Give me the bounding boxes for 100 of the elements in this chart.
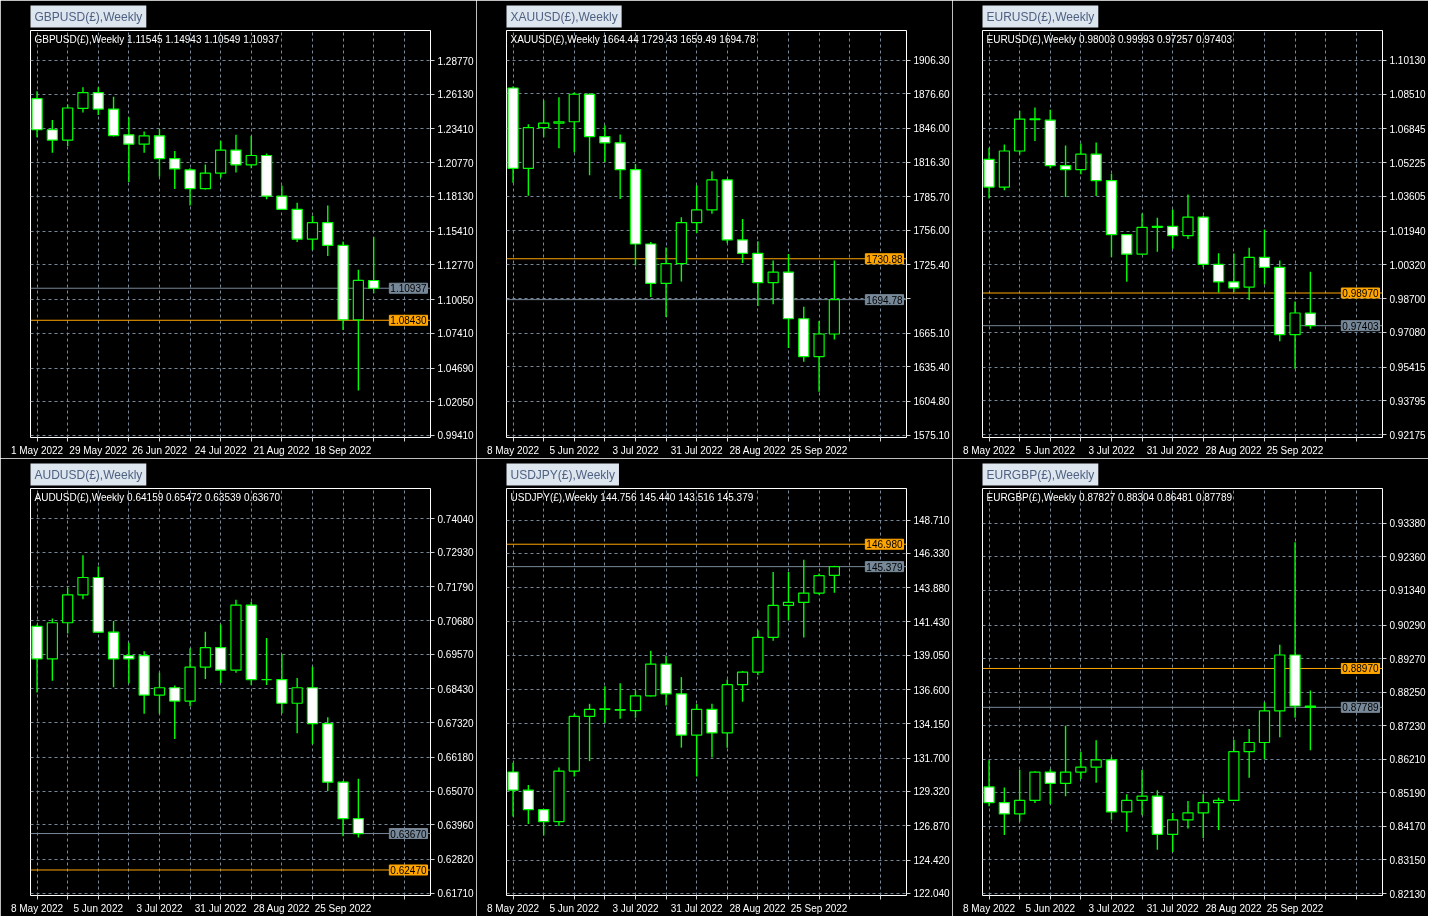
ref-line-label: 0.62470 xyxy=(390,864,427,876)
candlestick xyxy=(245,135,257,169)
candlestick xyxy=(1182,800,1194,830)
y-tick-label: 1.10130 xyxy=(1389,55,1427,67)
y-tick-label: 1.00320 xyxy=(1389,259,1427,271)
y-tick-label: 0.63960 xyxy=(437,819,475,831)
y-tick-label: 1575.10 xyxy=(913,430,951,442)
candlestick xyxy=(798,559,810,639)
candlestick xyxy=(813,572,825,596)
candlestick xyxy=(583,703,596,762)
x-tick-label: 31 Jul 2022 xyxy=(1146,444,1199,456)
y-tick-label: 1.10050 xyxy=(437,294,475,306)
y-tick-label: 1.23410 xyxy=(437,123,475,135)
candlestick xyxy=(522,784,535,825)
y-tick-label: 139.050 xyxy=(913,650,951,662)
y-tick-label: 0.66180 xyxy=(437,752,475,764)
x-tick-label: 21 Aug 2022 xyxy=(253,444,311,456)
candlestick xyxy=(1197,793,1209,839)
y-tick-label: 0.91340 xyxy=(1389,585,1427,597)
ref-line-label: 0.98970 xyxy=(1342,288,1379,300)
y-tick-label: 131.700 xyxy=(913,753,951,765)
chart-subtitle: USDJPY(£),Weekly 144.756 145.440 143.516 145.379 xyxy=(510,491,754,503)
y-tick-label: 0.86210 xyxy=(1389,754,1427,766)
x-tick-label: 25 Sep 2022 xyxy=(314,902,372,914)
y-tick-label: 0.89270 xyxy=(1389,653,1427,665)
y-tick-label: 0.85190 xyxy=(1389,787,1427,799)
candlestick xyxy=(276,653,288,714)
x-tick-label: 8 May 2022 xyxy=(486,902,540,914)
chart-subtitle: XAUUSD(£),Weekly 1664.44 1729.43 1659.49 1694.78 xyxy=(510,33,756,45)
y-tick-label: 1.02050 xyxy=(437,396,475,408)
candlestick xyxy=(1151,217,1164,253)
y-tick-label: 1.28770 xyxy=(437,55,475,67)
candlestick xyxy=(998,786,1011,836)
candlestick xyxy=(1059,725,1072,797)
candlestick xyxy=(553,96,565,150)
ref-line-label: 1.08430 xyxy=(390,315,427,327)
candlestick xyxy=(260,637,273,686)
chart-title: EURUSD(£),Weekly xyxy=(986,9,1095,24)
y-tick-label: 0.97080 xyxy=(1389,327,1427,339)
candlestick xyxy=(1258,228,1271,286)
y-tick-label: 1604.80 xyxy=(913,396,951,408)
ref-line-label: 1.10937 xyxy=(390,283,427,295)
y-tick-label: 0.99410 xyxy=(437,430,475,442)
candlestick xyxy=(1243,728,1255,779)
candlestick xyxy=(660,246,672,318)
chart-title: GBPUSD(£),Weekly xyxy=(34,9,143,24)
candlestick xyxy=(46,119,59,154)
x-tick-label: 28 Aug 2022 xyxy=(729,444,787,456)
y-tick-label: 1846.00 xyxy=(913,123,951,135)
candlestick xyxy=(230,134,242,174)
x-tick-label: 29 May 2022 xyxy=(69,444,128,456)
y-tick-label: 1.20770 xyxy=(437,157,475,169)
x-tick-label: 25 Sep 2022 xyxy=(1266,444,1324,456)
candlestick xyxy=(322,204,334,257)
y-tick-label: 1635.40 xyxy=(913,361,951,373)
x-tick-label: 5 Jun 2022 xyxy=(73,902,124,914)
candlestick xyxy=(199,163,212,191)
candlestick xyxy=(706,703,718,759)
y-tick-label: 0.93380 xyxy=(1389,518,1427,530)
x-tick-label: 24 Jul 2022 xyxy=(194,444,247,456)
y-tick-label: 1.06845 xyxy=(1389,123,1427,135)
candlestick xyxy=(1044,768,1056,806)
candlestick xyxy=(629,689,642,719)
ref-line-label: 146.980 xyxy=(866,539,903,551)
y-tick-label: 0.68430 xyxy=(437,683,475,695)
y-tick-label: 148.710 xyxy=(913,515,951,526)
x-tick-label: 3 Jul 2022 xyxy=(612,902,659,914)
candlestick xyxy=(1304,270,1317,330)
y-tick-label: 129.320 xyxy=(913,786,951,798)
y-tick-label: 1.08510 xyxy=(1389,89,1427,101)
y-tick-label: 1.05225 xyxy=(1389,157,1427,169)
candlestick xyxy=(368,236,380,294)
y-tick-label: 1725.40 xyxy=(913,259,951,271)
candlestick xyxy=(77,86,89,114)
ref-line-label: 0.88970 xyxy=(1342,663,1379,675)
x-tick-label: 26 Jun 2022 xyxy=(131,444,188,456)
candlestick xyxy=(1075,142,1087,176)
y-tick-label: 0.87230 xyxy=(1389,720,1427,732)
y-tick-label: 126.870 xyxy=(913,820,951,832)
x-tick-label: 25 Sep 2022 xyxy=(1266,902,1324,914)
candlestick xyxy=(1167,812,1179,853)
y-tick-label: 0.98700 xyxy=(1389,293,1427,305)
candlestick xyxy=(1228,252,1240,293)
candlestick xyxy=(199,631,212,680)
candlestick xyxy=(1090,739,1102,784)
candlestick xyxy=(1182,193,1194,240)
y-tick-label: 1.01940 xyxy=(1389,226,1427,238)
x-tick-label: 1 May 2022 xyxy=(10,444,64,456)
y-tick-label: 1.04690 xyxy=(437,363,475,375)
y-tick-label: 1876.60 xyxy=(913,88,951,100)
y-tick-label: 134.150 xyxy=(913,718,951,730)
candlestick xyxy=(538,808,550,837)
candlestick xyxy=(1059,144,1072,198)
candlestick xyxy=(1167,208,1179,250)
y-tick-label: 1.03605 xyxy=(1389,191,1427,203)
ref-line-label: 0.97403 xyxy=(1342,320,1379,332)
x-tick-label: 25 Sep 2022 xyxy=(790,902,848,914)
x-tick-label: 28 Aug 2022 xyxy=(729,902,787,914)
candlestick xyxy=(169,150,181,190)
y-tick-label: 0.71790 xyxy=(437,581,475,593)
